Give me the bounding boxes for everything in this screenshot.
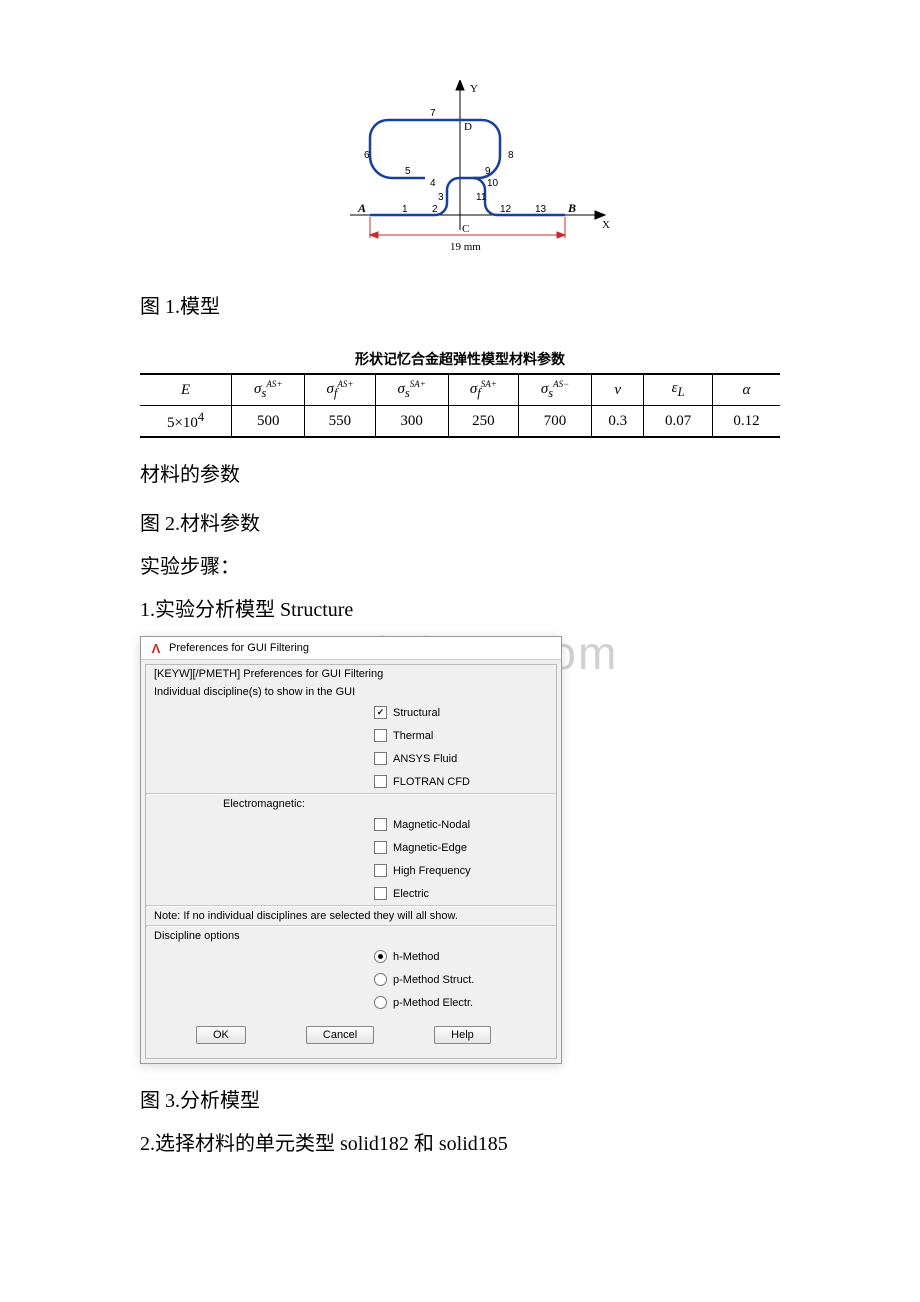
td-4: 250 bbox=[448, 406, 518, 438]
discipline-ansys-fluid[interactable]: ANSYS Fluid bbox=[374, 750, 548, 767]
td-3: 300 bbox=[375, 406, 448, 438]
th-8: α bbox=[712, 374, 780, 406]
th-5: σsAS− bbox=[518, 374, 591, 406]
td-2: 550 bbox=[305, 406, 375, 438]
disc-opt-label: Discipline options bbox=[154, 930, 374, 942]
em-magnetic-nodal[interactable]: Magnetic-Nodal bbox=[374, 816, 548, 833]
radio-icon bbox=[374, 996, 387, 1009]
opt-label: p-Method Struct. bbox=[393, 974, 474, 986]
pt-B: B bbox=[567, 201, 576, 215]
em-high-freq[interactable]: High Frequency bbox=[374, 862, 548, 879]
disc-h-method[interactable]: h-Method bbox=[374, 948, 548, 965]
pt-D: D bbox=[464, 121, 472, 133]
checkbox-icon: ✓ bbox=[374, 706, 387, 719]
discipline-structural[interactable]: ✓ Structural bbox=[374, 704, 548, 721]
seg-9: 9 bbox=[485, 166, 491, 177]
seg-10: 10 bbox=[487, 178, 499, 189]
td-0: 5×104 bbox=[140, 406, 232, 438]
model-diagram: Y X 1 2 3 4 5 6 7 8 9 10 11 12 13 A B D … bbox=[310, 80, 610, 260]
dialog-note: Note: If no individual disciplines are s… bbox=[154, 910, 458, 922]
seg-12: 12 bbox=[500, 204, 512, 215]
em-magnetic-edge[interactable]: Magnetic-Edge bbox=[374, 839, 548, 856]
checkbox-icon bbox=[374, 841, 387, 854]
radio-icon bbox=[374, 973, 387, 986]
checkbox-icon bbox=[374, 818, 387, 831]
steps-title: 实验步骤： bbox=[140, 550, 780, 579]
axis-x-label: X bbox=[602, 219, 610, 231]
dialog-title: Preferences for GUI Filtering bbox=[169, 642, 309, 654]
step1: 1.实验分析模型 Structure bbox=[140, 593, 780, 622]
td-1: 500 bbox=[232, 406, 305, 438]
seg-3: 3 bbox=[438, 192, 444, 203]
td-6: 0.3 bbox=[592, 406, 644, 438]
opt-label: Magnetic-Edge bbox=[393, 842, 467, 854]
checkbox-icon bbox=[374, 864, 387, 877]
th-7: εL bbox=[644, 374, 713, 406]
checkbox-icon bbox=[374, 729, 387, 742]
opt-label: ANSYS Fluid bbox=[393, 753, 457, 765]
disc-p-electr[interactable]: p-Method Electr. bbox=[374, 994, 548, 1011]
seg-13: 13 bbox=[535, 204, 547, 215]
discipline-flotran[interactable]: FLOTRAN CFD bbox=[374, 773, 548, 790]
opt-label: High Frequency bbox=[393, 865, 471, 877]
opt-label: FLOTRAN CFD bbox=[393, 776, 470, 788]
fig2-caption: 图 2.材料参数 bbox=[140, 507, 780, 536]
step2: 2.选择材料的单元类型 solid182 和 solid185 bbox=[140, 1127, 780, 1156]
dialog-line1: [KEYW][/PMETH] Preferences for GUI Filte… bbox=[154, 668, 383, 680]
seg-11: 11 bbox=[476, 192, 487, 203]
param-table: E σsAS+ σfAS+ σsSA+ σfSA+ σsAS− ν εL α 5… bbox=[140, 373, 780, 438]
th-1: σsAS+ bbox=[232, 374, 305, 406]
opt-label: Magnetic-Nodal bbox=[393, 819, 470, 831]
help-button[interactable]: Help bbox=[434, 1026, 491, 1044]
ok-button[interactable]: OK bbox=[196, 1026, 246, 1044]
dimension-label: 19 mm bbox=[450, 241, 481, 253]
td-5: 700 bbox=[518, 406, 591, 438]
opt-label: Thermal bbox=[393, 730, 433, 742]
th-2: σfAS+ bbox=[305, 374, 375, 406]
td-8: 0.12 bbox=[712, 406, 780, 438]
opt-label: h-Method bbox=[393, 951, 439, 963]
discipline-thermal[interactable]: Thermal bbox=[374, 727, 548, 744]
seg-8: 8 bbox=[508, 150, 514, 161]
th-E: E bbox=[140, 374, 232, 406]
table-data-row: 5×104 500 550 300 250 700 0.3 0.07 0.12 bbox=[140, 406, 780, 438]
seg-6: 6 bbox=[364, 150, 370, 161]
checkbox-icon bbox=[374, 887, 387, 900]
em-header: Electromagnetic: bbox=[154, 798, 374, 810]
axis-y-label: Y bbox=[470, 83, 478, 95]
checkbox-icon bbox=[374, 752, 387, 765]
checkbox-icon bbox=[374, 775, 387, 788]
th-6: ν bbox=[592, 374, 644, 406]
td-7: 0.07 bbox=[644, 406, 713, 438]
em-electric[interactable]: Electric bbox=[374, 885, 548, 902]
dialog-line2: Individual discipline(s) to show in the … bbox=[154, 686, 374, 698]
seg-2: 2 bbox=[432, 204, 438, 215]
seg-7: 7 bbox=[430, 108, 436, 119]
fig3-caption: 图 3.分析模型 bbox=[140, 1084, 780, 1113]
th-4: σfSA+ bbox=[448, 374, 518, 406]
seg-1: 1 bbox=[402, 204, 408, 215]
opt-label: Structural bbox=[393, 707, 440, 719]
seg-4: 4 bbox=[430, 178, 436, 189]
ansys-logo-icon: Λ bbox=[149, 641, 163, 655]
seg-5: 5 bbox=[405, 166, 411, 177]
param-table-title: 形状记忆合金超弹性模型材料参数 bbox=[140, 349, 780, 369]
opt-label: Electric bbox=[393, 888, 429, 900]
cancel-button[interactable]: Cancel bbox=[306, 1026, 374, 1044]
th-3: σsSA+ bbox=[375, 374, 448, 406]
table-header-row: E σsAS+ σfAS+ σsSA+ σfSA+ σsAS− ν εL α bbox=[140, 374, 780, 406]
pt-C: C bbox=[462, 223, 469, 235]
material-intro: 材料的参数 bbox=[140, 458, 780, 487]
preferences-dialog: Λ Preferences for GUI Filtering [KEYW][/… bbox=[140, 636, 562, 1064]
pt-A: A bbox=[357, 201, 366, 215]
fig1-caption: 图 1.模型 bbox=[140, 290, 780, 319]
disc-p-struct[interactable]: p-Method Struct. bbox=[374, 971, 548, 988]
radio-icon bbox=[374, 950, 387, 963]
dialog-titlebar: Λ Preferences for GUI Filtering bbox=[141, 637, 561, 660]
opt-label: p-Method Electr. bbox=[393, 997, 473, 1009]
